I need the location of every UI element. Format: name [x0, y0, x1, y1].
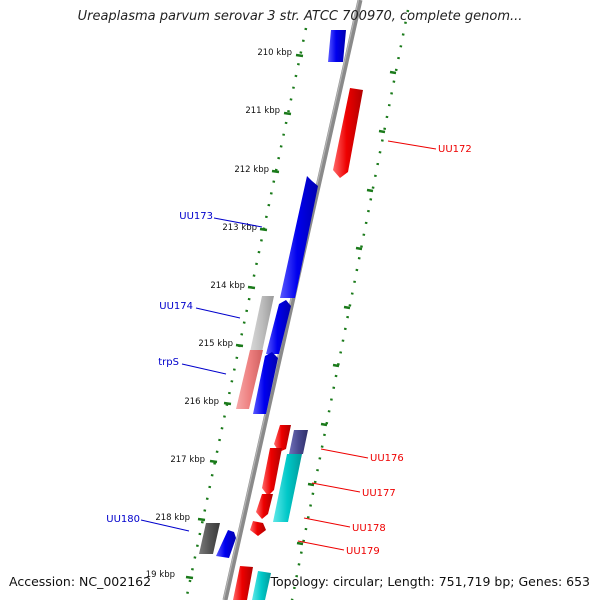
label-uu173[interactable]: UU173	[179, 211, 213, 222]
tick-label-211: 211 kbp	[245, 106, 280, 116]
tick-label-215: 215 kbp	[198, 339, 233, 349]
label-uu177[interactable]: UU177	[362, 488, 396, 499]
leader-uu177	[311, 482, 361, 493]
gene-trps[interactable]	[236, 350, 263, 409]
leader-uu174	[195, 307, 241, 319]
gene-uu177-rna[interactable]	[273, 454, 302, 522]
leader-trps	[181, 363, 227, 375]
gene-forward-mid[interactable]	[266, 300, 291, 354]
gene-reverse-bottom[interactable]	[233, 566, 253, 600]
gene-uu177[interactable]	[262, 448, 282, 496]
leader-uu176	[320, 448, 369, 459]
right-ruler	[290, 9, 410, 600]
label-uu176[interactable]: UU176	[370, 453, 404, 464]
genome-summary-text: Topology: circular; Length: 751,719 bp; …	[270, 574, 591, 589]
label-uu178[interactable]: UU178	[352, 523, 386, 534]
tick-label-212: 212 kbp	[234, 165, 269, 175]
left-ruler	[184, 27, 308, 600]
accession-text: Accession: NC_002162	[9, 574, 152, 589]
gene-forward-top[interactable]	[328, 30, 346, 62]
label-uu180[interactable]: UU180	[106, 514, 140, 525]
label-trps[interactable]: trpS	[158, 357, 179, 368]
tick-label-219: 19 kbp	[146, 570, 175, 580]
leader-uu178	[303, 517, 351, 528]
gene-forward-lower[interactable]	[253, 352, 278, 414]
tick-label-210: 210 kbp	[257, 48, 292, 58]
gene-uu178[interactable]	[256, 494, 273, 519]
genome-backbone	[222, 0, 363, 600]
gene-forward-bottom[interactable]	[216, 530, 236, 558]
leader-uu173	[213, 217, 263, 228]
tick-label-218: 218 kbp	[155, 513, 190, 523]
label-uu174[interactable]: UU174	[159, 301, 193, 312]
gene-uu180-dark[interactable]	[199, 523, 220, 554]
tick-label-214: 214 kbp	[210, 281, 245, 291]
tick-label-217: 217 kbp	[170, 455, 205, 465]
gene-rna-bottom[interactable]	[252, 571, 271, 600]
gene-uu179[interactable]	[250, 521, 266, 536]
gene-uu173[interactable]	[280, 176, 318, 298]
label-uu179[interactable]: UU179	[346, 546, 380, 557]
tick-marks-left	[185, 53, 304, 580]
tick-label-216: 216 kbp	[184, 397, 219, 407]
leader-uu179	[297, 540, 345, 551]
label-uu172[interactable]: UU172	[438, 144, 472, 155]
gene-uu174-pseudo[interactable]	[250, 296, 274, 352]
map-title: Ureaplasma parvum serovar 3 str. ATCC 70…	[77, 9, 523, 24]
gene-uu176[interactable]	[274, 425, 291, 452]
tick-label-213: 213 kbp	[222, 223, 257, 233]
leader-uu180	[140, 519, 190, 532]
gene-uu172[interactable]	[333, 88, 363, 178]
tick-marks-right	[296, 70, 397, 546]
leader-uu172	[387, 140, 437, 150]
gene-uu176-purple[interactable]	[289, 430, 308, 454]
